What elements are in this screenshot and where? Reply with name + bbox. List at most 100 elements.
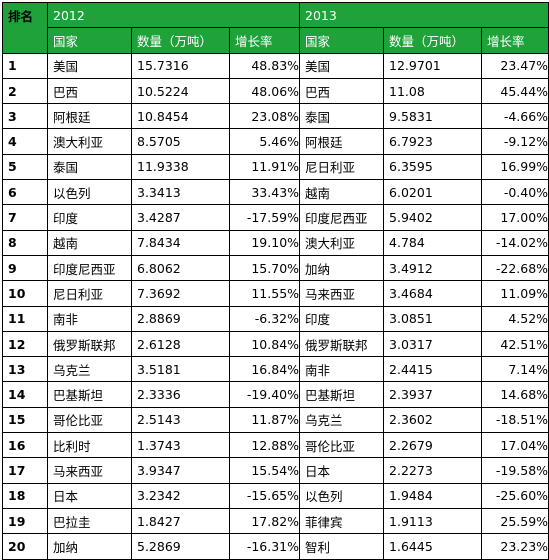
- quantity-2013-cell: 3.0851: [383, 305, 483, 332]
- quantity-2013-cell: 6.0201: [383, 179, 483, 206]
- growth-2013-cell: 4.52%: [481, 305, 549, 332]
- table-row: 2 巴西 10.5224 48.06% 巴西 11.08 45.44%: [2, 77, 549, 105]
- growth-2013-cell: -19.58%: [481, 457, 549, 484]
- growth-2012-cell: 48.83%: [228, 52, 301, 79]
- country-2013-cell: 菲律宾: [299, 507, 385, 535]
- quantity-2012-cell: 8.5705: [131, 128, 230, 155]
- rank-header: 排名: [2, 2, 48, 54]
- country-2012-cell: 印度尼西亚: [47, 254, 132, 282]
- growth-2012-cell: 15.54%: [228, 457, 301, 484]
- year-2013-header: 2013: [299, 1, 549, 29]
- country-2012-cell: 哥伦比亚: [47, 406, 132, 434]
- quantity-2013-cell: 3.0317: [383, 330, 483, 358]
- quantity-2013-cell: 2.2679: [383, 432, 483, 459]
- country-2012-cell: 乌克兰: [47, 356, 132, 383]
- table-row: 9 印度尼西亚 6.8062 15.70% 加纳 3.4912 -22.68%: [2, 254, 549, 282]
- table-row: 15 哥伦比亚 2.5143 11.87% 乌克兰 2.3602 -18.51%: [2, 406, 549, 434]
- country-2013-cell: 以色列: [299, 482, 385, 509]
- quantity-2012-cell: 6.8062: [131, 254, 230, 282]
- table-row: 3 阿根廷 10.8454 23.08% 泰国 9.5831 -4.66%: [2, 103, 549, 130]
- table-row: 7 印度 3.4287 -17.59% 印度尼西亚 5.9402 17.00%: [2, 204, 549, 231]
- growth-2012-cell: 19.10%: [228, 229, 301, 256]
- table-row: 13 乌克兰 3.5181 16.84% 南非 2.4415 7.14%: [2, 356, 549, 383]
- country-2012-cell: 尼日利亚: [47, 280, 132, 307]
- quantity-2013-cell: 1.9113: [383, 507, 483, 535]
- country-2013-cell: 俄罗斯联邦: [299, 330, 385, 358]
- country-2013-cell: 澳大利亚: [299, 229, 385, 256]
- quantity-2012-cell: 1.3743: [131, 432, 230, 459]
- table-row: 1 美国 15.7316 48.83% 美国 12.9701 23.47%: [2, 52, 549, 79]
- quantity-2012-cell: 5.2869: [131, 533, 230, 560]
- growth-2012-cell: 23.08%: [228, 103, 301, 130]
- quantity-2013-cell: 3.4912: [383, 254, 483, 282]
- growth-2013-cell: 14.68%: [481, 381, 549, 408]
- rank-cell: 15: [2, 406, 48, 434]
- quantity-2012-cell: 10.5224: [131, 77, 230, 105]
- country-2012-cell: 泰国: [47, 153, 132, 181]
- rank-cell: 5: [2, 153, 48, 181]
- quantity-2013-cell: 6.3595: [383, 153, 483, 181]
- rank-cell: 2: [2, 77, 48, 105]
- country-2012-cell: 南非: [47, 305, 132, 332]
- growth-2012-cell: 17.82%: [228, 507, 301, 535]
- quantity-header-2013: 数量（万吨）: [383, 27, 483, 54]
- quantity-2012-cell: 3.3413: [131, 179, 230, 206]
- growth-2013-cell: -4.66%: [481, 103, 549, 130]
- rank-cell: 9: [2, 254, 48, 282]
- quantity-2012-cell: 2.5143: [131, 406, 230, 434]
- growth-2013-cell: -25.60%: [481, 482, 549, 509]
- table-row: 17 马来西亚 3.9347 15.54% 日本 2.2273 -19.58%: [2, 457, 549, 484]
- growth-2012-cell: -6.32%: [228, 305, 301, 332]
- growth-2012-cell: 15.70%: [228, 254, 301, 282]
- table-row: 14 巴基斯坦 2.3336 -19.40% 巴基斯坦 2.3937 14.68%: [2, 381, 549, 408]
- growth-2013-cell: -18.51%: [481, 406, 549, 434]
- growth-2013-cell: 23.23%: [481, 533, 549, 560]
- growth-2012-cell: 11.91%: [228, 153, 301, 181]
- growth-2013-cell: 25.59%: [481, 507, 549, 535]
- country-2012-cell: 加纳: [47, 533, 132, 560]
- rank-cell: 16: [2, 432, 48, 459]
- growth-2013-cell: 16.99%: [481, 153, 549, 181]
- country-2012-cell: 美国: [47, 52, 132, 79]
- rank-cell: 11: [2, 305, 48, 332]
- growth-2012-cell: 5.46%: [228, 128, 301, 155]
- quantity-2013-cell: 5.9402: [383, 204, 483, 231]
- growth-2013-cell: 11.09%: [481, 280, 549, 307]
- rank-cell: 20: [2, 533, 48, 560]
- rank-cell: 7: [2, 204, 48, 231]
- country-2013-cell: 巴西: [299, 77, 385, 105]
- quantity-2012-cell: 10.8454: [131, 103, 230, 130]
- table-row: 16 比利时 1.3743 12.88% 哥伦比亚 2.2679 17.04%: [2, 432, 549, 459]
- rank-cell: 8: [2, 229, 48, 256]
- country-2013-cell: 马来西亚: [299, 280, 385, 307]
- growth-2012-cell: -19.40%: [228, 381, 301, 408]
- year-2012-header: 2012: [46, 1, 301, 29]
- rank-cell: 17: [2, 457, 48, 484]
- country-2013-cell: 哥伦比亚: [299, 432, 385, 459]
- country-2012-cell: 澳大利亚: [47, 128, 132, 155]
- rank-cell: 10: [2, 280, 48, 307]
- country-2013-cell: 越南: [299, 179, 385, 206]
- quantity-2013-cell: 3.4684: [383, 280, 483, 307]
- growth-2013-cell: 17.04%: [481, 432, 549, 459]
- country-2013-cell: 泰国: [299, 103, 385, 130]
- country-2013-cell: 印度: [299, 305, 385, 332]
- table-row: 20 加纳 5.2869 -16.31% 智利 1.6445 23.23%: [2, 533, 549, 560]
- table-row: 10 尼日利亚 7.3692 11.55% 马来西亚 3.4684 11.09%: [2, 280, 549, 307]
- growth-2012-cell: 16.84%: [228, 356, 301, 383]
- country-2013-cell: 尼日利亚: [299, 153, 385, 181]
- growth-2012-cell: 12.88%: [228, 432, 301, 459]
- country-2012-cell: 巴基斯坦: [47, 381, 132, 408]
- quantity-2013-cell: 2.4415: [383, 356, 483, 383]
- table-row: 18 日本 3.2342 -15.65% 以色列 1.9484 -25.60%: [2, 482, 549, 509]
- quantity-2012-cell: 3.4287: [131, 204, 230, 231]
- quantity-2012-cell: 7.3692: [131, 280, 230, 307]
- rank-cell: 19: [2, 507, 48, 535]
- growth-2013-cell: -14.02%: [481, 229, 549, 256]
- rank-cell: 3: [2, 103, 48, 130]
- quantity-2013-cell: 2.3602: [383, 406, 483, 434]
- quantity-2013-cell: 6.7923: [383, 128, 483, 155]
- quantity-2012-cell: 7.8434: [131, 229, 230, 256]
- country-2012-cell: 以色列: [47, 179, 132, 206]
- table-row: 4 澳大利亚 8.5705 5.46% 阿根廷 6.7923 -9.12%: [2, 128, 549, 155]
